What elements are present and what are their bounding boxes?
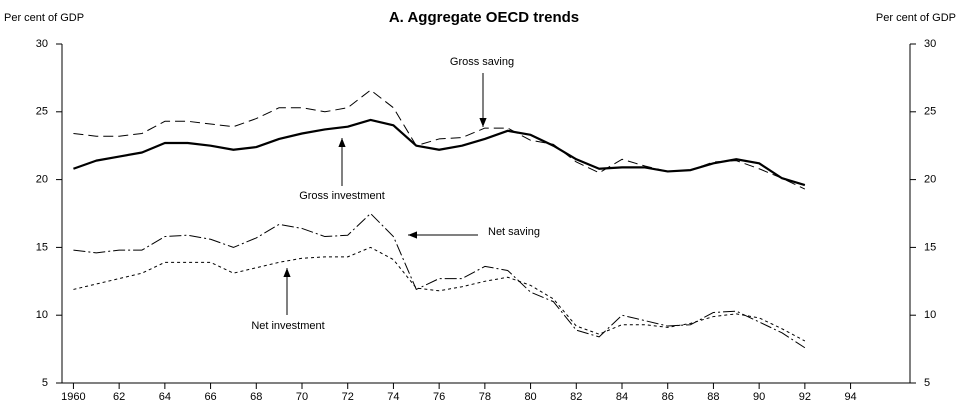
- x-tick-label: 70: [296, 391, 308, 403]
- annotation: Net saving: [488, 226, 540, 238]
- y-tick-label: 5: [42, 377, 48, 389]
- annotation: Net investment: [251, 320, 324, 332]
- x-tick-label: 62: [113, 391, 125, 403]
- y2-tick-label: 5: [924, 377, 930, 389]
- x-tick-label: 64: [159, 391, 171, 403]
- y2-tick-label: 25: [924, 106, 936, 118]
- x-tick-label: 68: [250, 391, 262, 403]
- annotation: Gross investment: [299, 190, 385, 202]
- series-line: [73, 118, 806, 187]
- x-tick-label: 86: [662, 391, 674, 403]
- series-line: [73, 89, 806, 190]
- y2-tick-label: 20: [924, 174, 936, 186]
- y-tick-label: 15: [36, 241, 48, 253]
- y-tick-label: 10: [36, 309, 48, 321]
- x-tick-label: 1960: [61, 391, 85, 403]
- y-tick-label: 20: [36, 174, 48, 186]
- series-line: [73, 246, 806, 342]
- x-tick-label: 78: [479, 391, 491, 403]
- y2-tick-label: 15: [924, 241, 936, 253]
- y-tick-label: 25: [36, 106, 48, 118]
- x-tick-label: 90: [753, 391, 765, 403]
- series-line: [73, 213, 806, 349]
- annotation: Gross saving: [450, 56, 514, 68]
- y2-axis-label: Per cent of GDP: [876, 12, 956, 24]
- x-tick-label: 84: [616, 391, 628, 403]
- x-tick-label: 88: [707, 391, 719, 403]
- y-axis-label: Per cent of GDP: [4, 12, 84, 24]
- y2-tick-label: 30: [924, 38, 936, 50]
- x-tick-label: 74: [387, 391, 399, 403]
- x-tick-label: 82: [570, 391, 582, 403]
- x-tick-label: 92: [799, 391, 811, 403]
- y-tick-label: 30: [36, 38, 48, 50]
- x-tick-label: 80: [524, 391, 536, 403]
- x-tick-label: 72: [342, 391, 354, 403]
- x-tick-label: 76: [433, 391, 445, 403]
- y2-tick-label: 10: [924, 309, 936, 321]
- x-tick-label: 94: [844, 391, 856, 403]
- x-tick-label: 66: [204, 391, 216, 403]
- chart-title: A. Aggregate OECD trends: [389, 9, 579, 26]
